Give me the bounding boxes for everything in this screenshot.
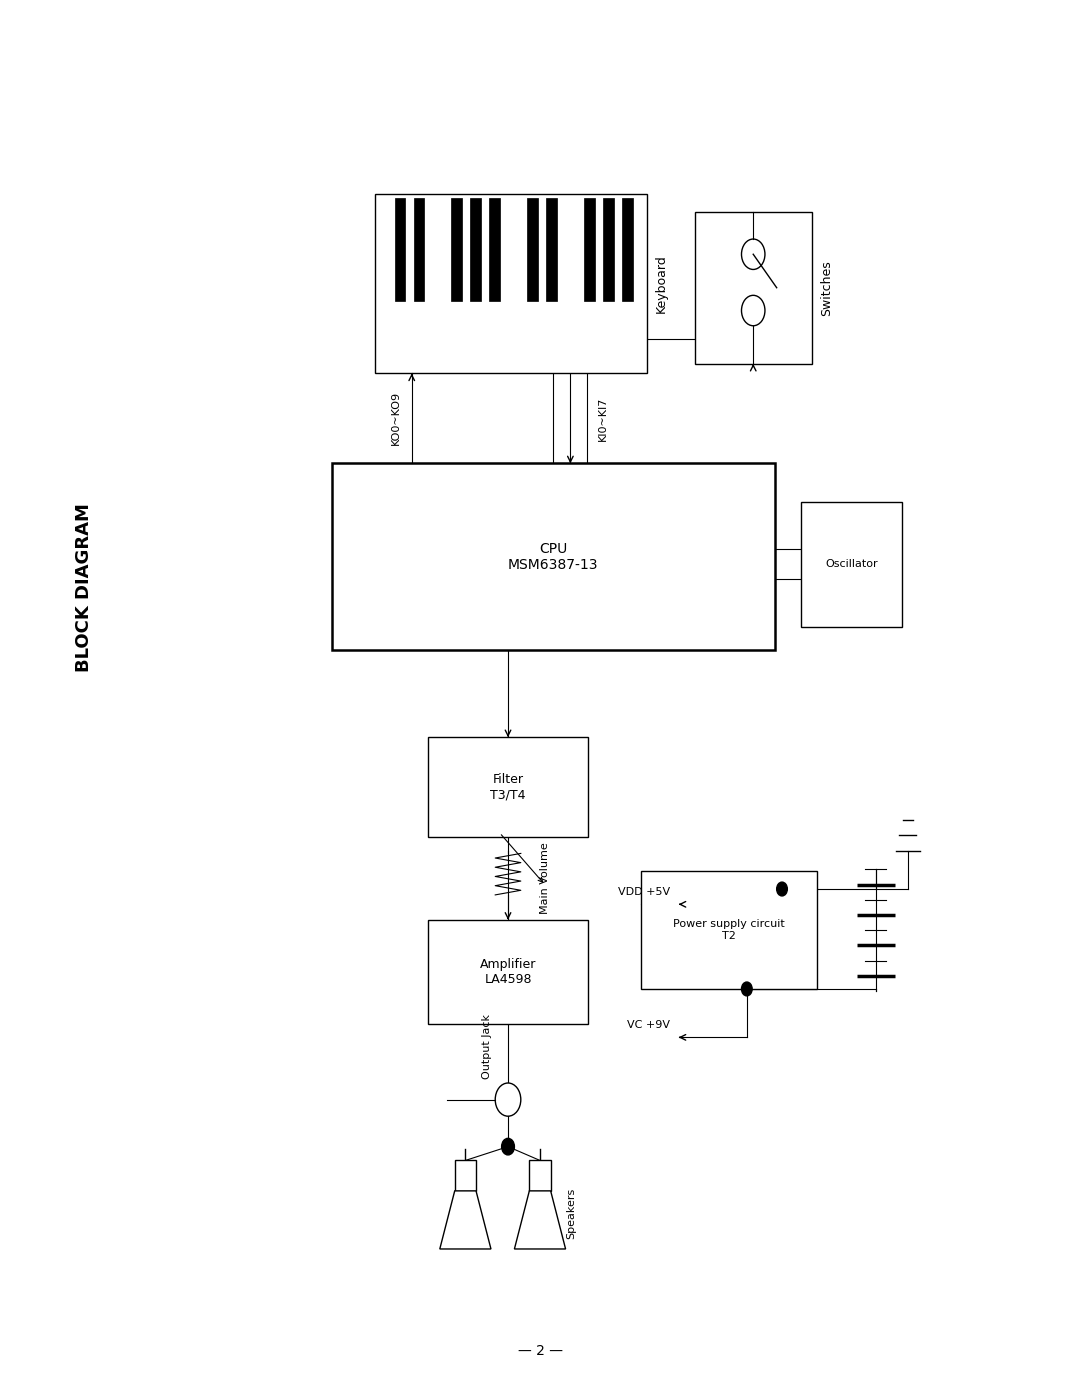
Bar <box>489 198 500 300</box>
Bar <box>428 919 588 1024</box>
Text: VC +9V: VC +9V <box>627 1020 670 1031</box>
Bar <box>394 198 405 300</box>
Bar <box>455 1161 476 1190</box>
Bar <box>527 198 538 300</box>
Bar <box>375 194 647 373</box>
Bar <box>642 872 818 989</box>
Text: KO0~KO9: KO0~KO9 <box>391 391 401 446</box>
Bar <box>546 198 556 300</box>
Text: Output Jack: Output Jack <box>482 1014 492 1078</box>
Bar <box>603 198 613 300</box>
Bar <box>801 502 903 627</box>
Bar <box>451 198 462 300</box>
Text: Filter
T3/T4: Filter T3/T4 <box>490 773 526 800</box>
Polygon shape <box>440 1190 491 1249</box>
Text: Power supply circuit
T2: Power supply circuit T2 <box>673 919 785 942</box>
Text: Amplifier
LA4598: Amplifier LA4598 <box>480 958 536 986</box>
Bar <box>333 464 774 650</box>
Text: KI0~KI7: KI0~KI7 <box>598 397 608 440</box>
Bar <box>584 198 595 300</box>
Bar <box>414 198 424 300</box>
Text: Speakers: Speakers <box>567 1187 577 1239</box>
Circle shape <box>742 982 752 996</box>
Text: BLOCK DIAGRAM: BLOCK DIAGRAM <box>75 503 93 672</box>
Text: Switches: Switches <box>821 260 834 316</box>
Circle shape <box>777 882 787 895</box>
Bar <box>694 211 812 363</box>
Text: Oscillator: Oscillator <box>825 559 878 570</box>
Text: CPU
MSM6387-13: CPU MSM6387-13 <box>508 542 598 571</box>
Circle shape <box>501 1139 514 1155</box>
Text: VDD +5V: VDD +5V <box>618 887 670 897</box>
Polygon shape <box>514 1190 566 1249</box>
Bar <box>529 1161 551 1190</box>
Bar <box>471 198 481 300</box>
Text: Keyboard: Keyboard <box>656 254 669 313</box>
Bar <box>622 198 633 300</box>
Bar <box>428 738 588 837</box>
Text: Main Volume: Main Volume <box>540 842 550 914</box>
Text: — 2 —: — 2 — <box>517 1344 563 1358</box>
